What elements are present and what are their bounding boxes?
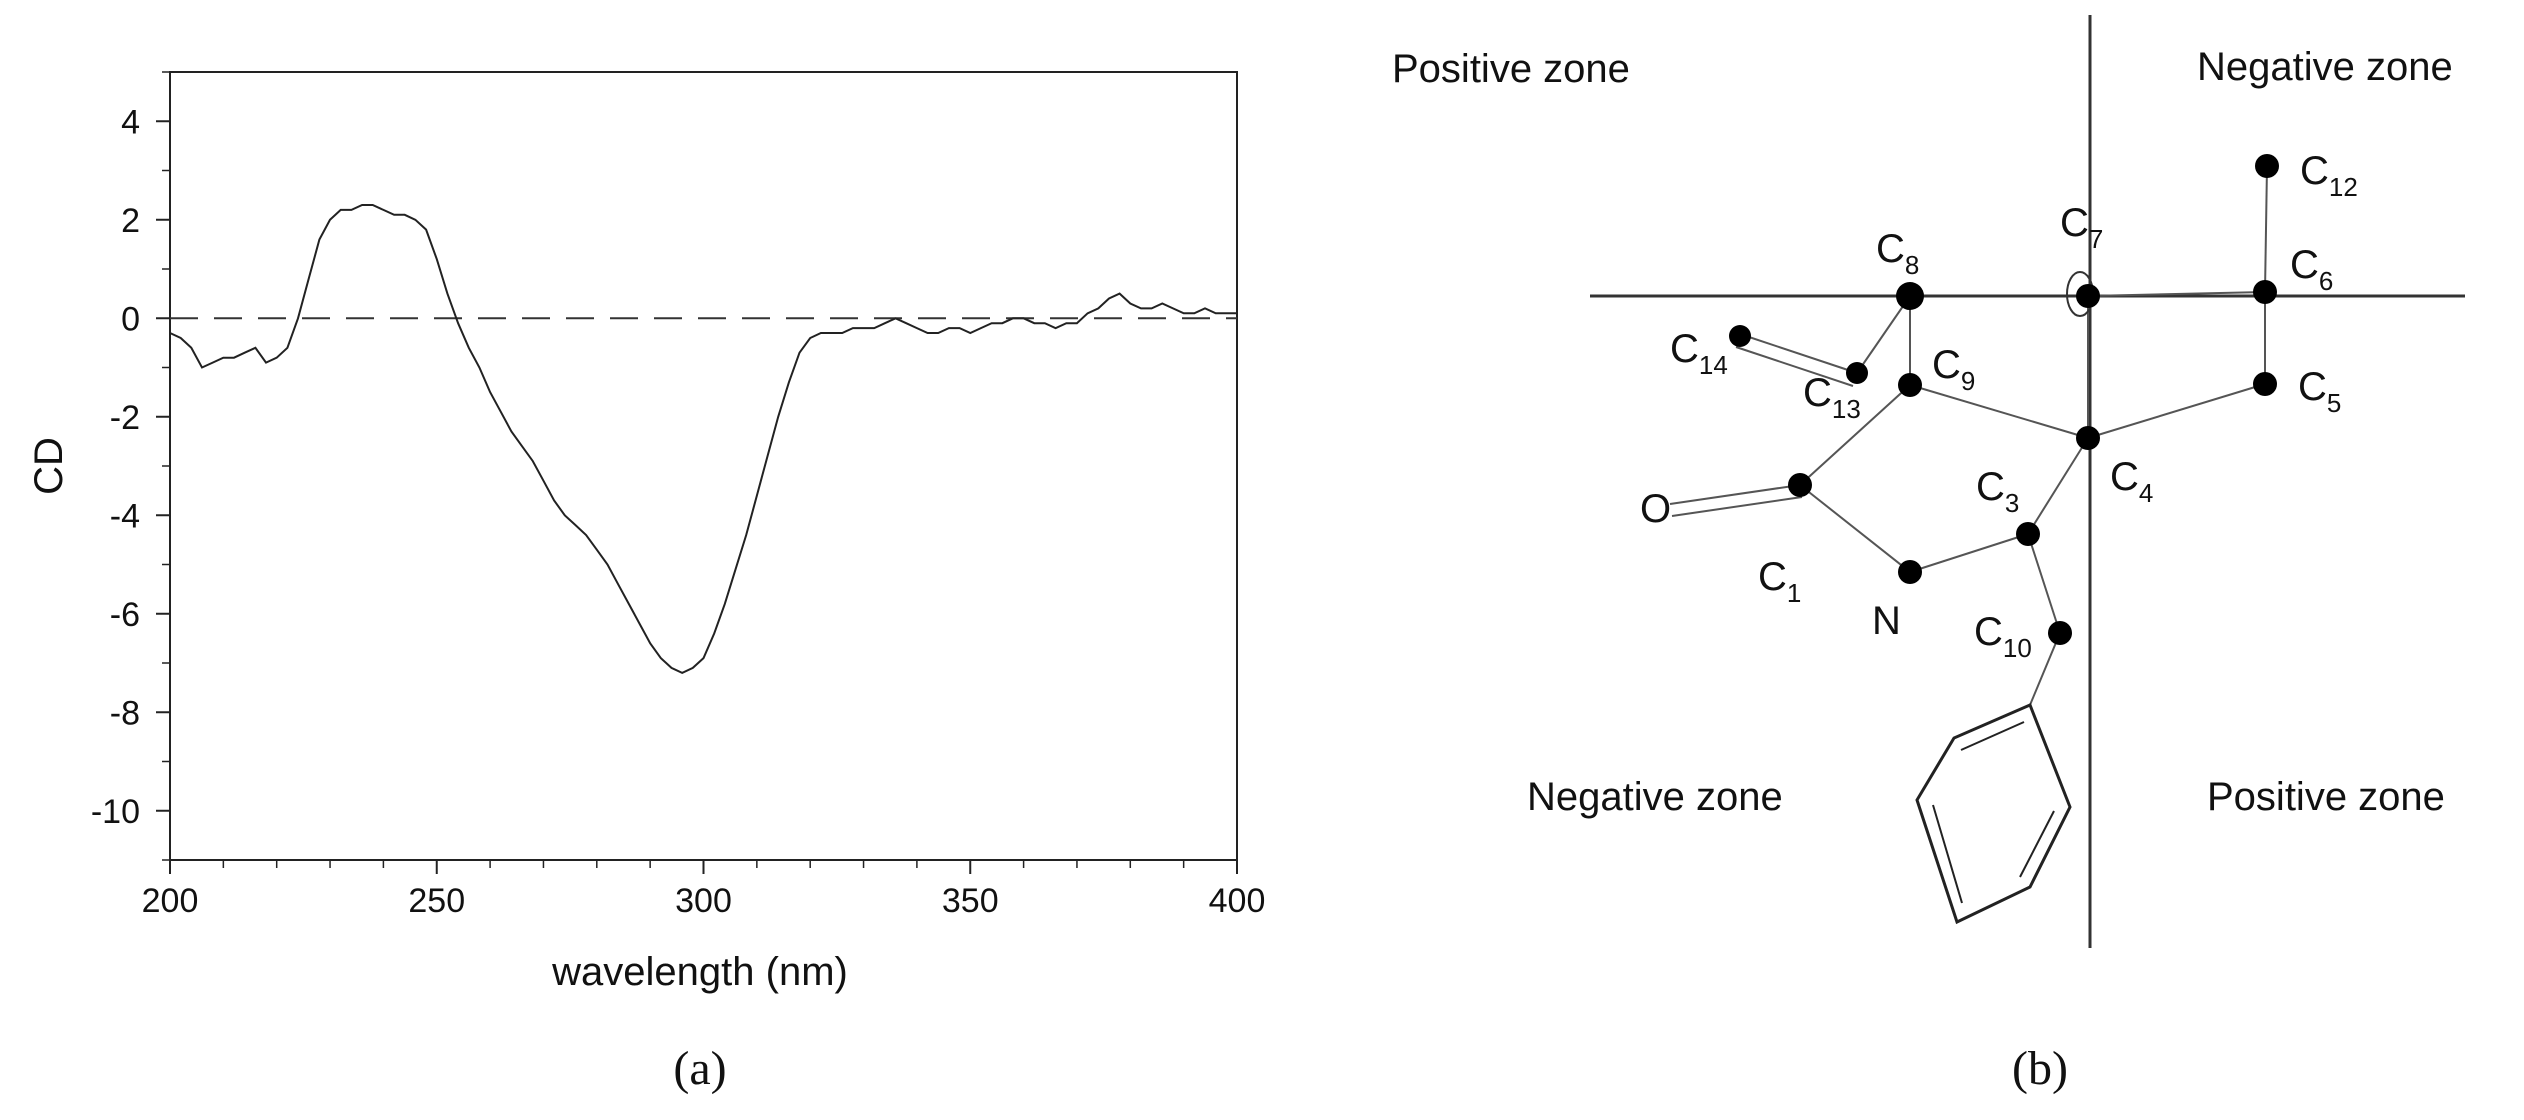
bond-c14-c13-a: [1739, 333, 1858, 374]
bond-c6-c12: [2264, 165, 2268, 293]
x-tick-label: 250: [408, 882, 465, 920]
phenyl-inner-bond-3: [1932, 804, 1963, 904]
bond-c5-c4: [2087, 383, 2266, 439]
atom-dot-c6: [2253, 280, 2277, 304]
phenyl-ring-outline: [1915, 703, 2072, 925]
x-tick-label: 350: [942, 882, 999, 920]
atom-dot-c8: [1896, 282, 1924, 310]
phenyl-ring: [1915, 703, 2072, 925]
atom-label-c10: C10: [1974, 610, 2032, 663]
y-tick-label: -6: [110, 596, 140, 634]
y-ticks: 4 2 0 -2 -4 -6 -8 -10: [91, 103, 170, 831]
phenyl-inner-bond-2: [2019, 810, 2055, 878]
y-tick-label: -8: [110, 694, 140, 732]
zone-label-top-left: Positive zone: [1392, 47, 1630, 91]
y-tick-label: 4: [121, 103, 140, 141]
y-tick-label: -10: [91, 793, 140, 831]
bond-c7-c6: [2087, 291, 2266, 297]
atom-dot-c4: [2076, 426, 2100, 450]
atom-dot-c2: [1788, 473, 1812, 497]
y-tick-label: -4: [110, 497, 140, 535]
bond-c4-c3: [2027, 437, 2089, 535]
atom-label-c1: C1: [1758, 555, 1801, 608]
bond-c2-o-b: [1671, 496, 1803, 517]
atom-dot-c14: [1729, 325, 1751, 347]
atom-label-c12: C12: [2300, 149, 2358, 202]
atom-labels: C7 C12 C8 C6 C14 C13 C9 C5 C4 C3 C1 N C1…: [1640, 149, 2358, 663]
bond-n-c2: [1799, 484, 1911, 573]
panel-b-caption: (b): [2012, 1042, 2068, 1095]
plot-frame: [169, 71, 1238, 861]
x-tick-label: 400: [1209, 882, 1266, 920]
atom-dot-c9: [1898, 373, 1922, 397]
atom-dot-c5: [2253, 372, 2277, 396]
bonds: [1669, 165, 2268, 706]
y-axis-label: CD: [27, 437, 71, 495]
bond-c10-phenyl: [2029, 632, 2061, 706]
cd-spectrum-chart: 200 250 300 350 400 4 2 0 -2 -4 -6 -8 -10 wavelengt…: [27, 71, 1266, 1095]
bond-c9-c2: [1799, 384, 1911, 486]
x-minor-ticks: [222, 860, 1185, 868]
atom-label-c9: C9: [1932, 343, 1975, 396]
y-tick-label: 2: [121, 202, 140, 240]
octant-diagram: Positive zone Negative zone Negative zon…: [1392, 15, 2465, 1095]
zone-label-bottom-left: Negative zone: [1527, 775, 1783, 819]
y-tick-label: -2: [110, 399, 140, 437]
atom-label-c6: C6: [2290, 243, 2333, 296]
y-minor-ticks: [162, 71, 170, 861]
bond-c9-c4: [1909, 384, 2089, 439]
bond-c8-c13: [1856, 295, 1911, 374]
atom-dot-c7: [2076, 284, 2100, 308]
zone-label-bottom-right: Positive zone: [2207, 775, 2445, 819]
x-tick-label: 300: [675, 882, 732, 920]
atom-label-n: N: [1872, 599, 1901, 643]
y-tick-label: 0: [121, 300, 140, 338]
panel-a-caption: (a): [673, 1042, 726, 1095]
atom-dot-c13: [1846, 362, 1868, 384]
x-axis-label: wavelength (nm): [551, 950, 848, 994]
bond-c3-n: [1909, 533, 2029, 573]
atom-label-c7: C7: [2060, 201, 2103, 254]
atom-label-c4: C4: [2110, 455, 2153, 508]
bond-c14-c13-b: [1735, 346, 1854, 387]
zone-label-top-right: Negative zone: [2197, 45, 2453, 89]
x-ticks: 200 250 300 350 400: [142, 860, 1266, 920]
atom-label-c3: C3: [1976, 465, 2019, 518]
atom-dot-c10: [2048, 621, 2072, 645]
atom-dots: [1729, 154, 2279, 645]
atom-dot-c12: [2255, 154, 2279, 178]
atom-label-o: O: [1640, 487, 1671, 531]
bond-c2-o-a: [1669, 484, 1801, 505]
atom-dot-n: [1898, 560, 1922, 584]
atom-label-c14: C14: [1670, 327, 1728, 380]
bond-c3-c10: [2027, 533, 2061, 634]
x-tick-label: 200: [142, 882, 199, 920]
cd-spectrum-line: [169, 204, 1237, 675]
atom-label-c13: C13: [1803, 371, 1861, 424]
atom-label-c5: C5: [2298, 365, 2341, 418]
atom-label-c8: C8: [1876, 227, 1919, 280]
atom-dot-c3: [2016, 522, 2040, 546]
phenyl-inner-bond-1: [1960, 721, 2025, 751]
